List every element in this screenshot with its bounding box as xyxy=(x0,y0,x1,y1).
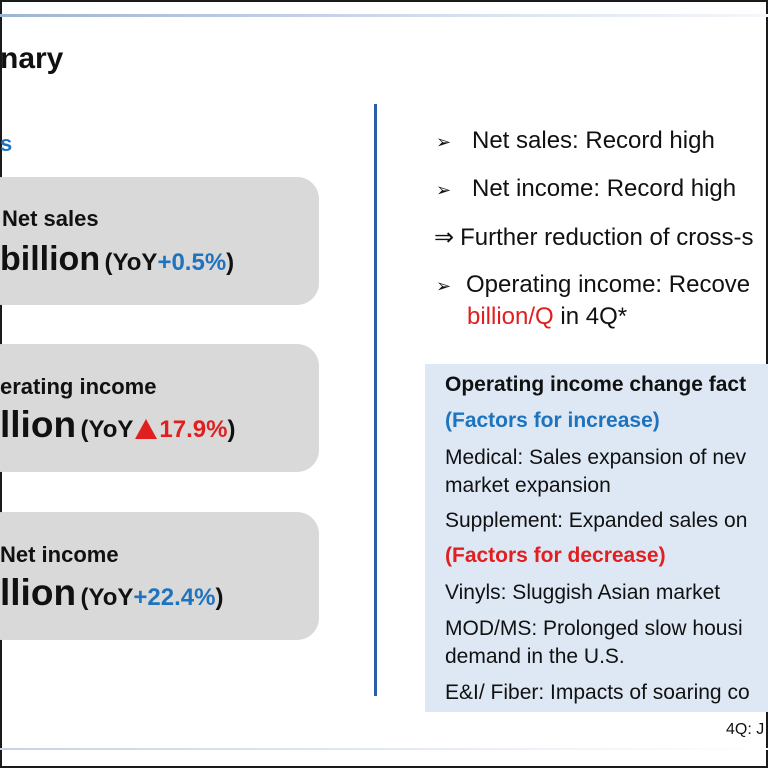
implies-arrow-icon: ⇒ xyxy=(434,224,455,251)
highlight-operating-income-line2: billion/Q in 4Q* xyxy=(467,303,627,331)
decrease-item: Vinyls: Sluggish Asian market xyxy=(445,581,721,604)
slide-title: nary xyxy=(0,42,64,75)
yoy-suffix: ) xyxy=(227,416,236,443)
card-value-operating-income: llion (YoY 17.9%) xyxy=(0,404,235,446)
yoy-value: +0.5% xyxy=(157,249,227,276)
top-rule xyxy=(0,14,768,17)
card-amount: llion xyxy=(0,404,77,445)
highlight-red-text: billion/Q xyxy=(467,303,554,330)
increase-item: market expansion xyxy=(445,474,611,497)
factors-heading: Operating income change fact xyxy=(445,373,747,396)
footnote: 4Q: J xyxy=(726,721,765,738)
highlight-text: Net income: Record high xyxy=(472,175,737,202)
highlight-net-sales: ➢ Net sales: Record high xyxy=(436,127,715,155)
decrease-heading: (Factors for decrease) xyxy=(445,544,666,567)
highlight-operating-income: ➢ Operating income: Recove xyxy=(436,271,750,299)
highlight-cross-shareholding: ⇒ Further reduction of cross-s xyxy=(434,223,754,252)
yoy-prefix: (YoY xyxy=(80,416,134,443)
yoy-value: +22.4% xyxy=(133,584,216,611)
yoy-value: 17.9% xyxy=(159,416,228,443)
highlight-text: Operating income: Recove xyxy=(466,271,751,298)
vertical-divider xyxy=(374,104,377,696)
highlight-text: Further reduction of cross-s xyxy=(460,224,754,251)
triangle-down-icon xyxy=(135,419,158,439)
card-net-sales xyxy=(0,177,319,305)
highlight-text: in 4Q* xyxy=(553,303,628,330)
arrowhead-icon: ➢ xyxy=(436,180,452,200)
bottom-rule xyxy=(0,748,768,750)
increase-heading: (Factors for increase) xyxy=(445,409,660,432)
card-net-income xyxy=(0,512,319,640)
factors-panel xyxy=(425,364,768,712)
decrease-item: MOD/MS: Prolonged slow housi xyxy=(445,617,743,640)
card-label-operating-income: erating income xyxy=(0,374,157,399)
increase-item: Supplement: Expanded sales on xyxy=(445,509,748,532)
arrowhead-icon: ➢ xyxy=(436,132,452,152)
card-value-net-income: llion (YoY+22.4%) xyxy=(0,572,223,614)
highlight-net-income: ➢ Net income: Record high xyxy=(436,175,736,203)
yoy-prefix: (YoY xyxy=(104,249,158,276)
yoy-suffix: ) xyxy=(226,249,235,276)
yoy-prefix: (YoY xyxy=(80,584,134,611)
card-amount: billion xyxy=(0,240,101,278)
highlight-text: Net sales: Record high xyxy=(472,127,715,154)
card-operating-income xyxy=(0,344,319,472)
yoy-suffix: ) xyxy=(215,584,224,611)
section-subhead: s xyxy=(0,131,13,156)
card-amount: llion xyxy=(0,572,77,613)
decrease-item: demand in the U.S. xyxy=(445,645,625,668)
arrowhead-icon: ➢ xyxy=(436,276,452,296)
card-label-net-income: Net income xyxy=(0,542,119,567)
decrease-item: E&I/ Fiber: Impacts of soaring co xyxy=(445,681,750,704)
card-value-net-sales: billion (YoY+0.5%) xyxy=(0,240,234,279)
card-label-net-sales: Net sales xyxy=(2,206,99,231)
increase-item: Medical: Sales expansion of nev xyxy=(445,446,747,469)
